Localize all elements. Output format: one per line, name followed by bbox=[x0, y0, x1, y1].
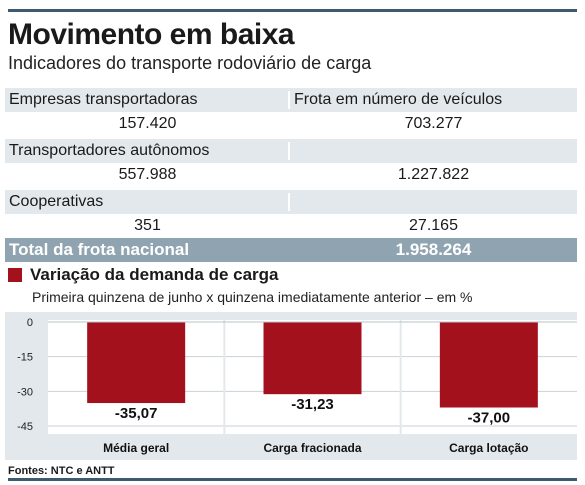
total-label: Total da frota nacional bbox=[9, 240, 190, 259]
table-row-cooperativas: 351 27.165 bbox=[5, 214, 577, 238]
chart-title: Variação da demanda de carga bbox=[30, 265, 279, 284]
bottom-rule bbox=[8, 478, 577, 481]
autonomos-label: Transportadores autônomos bbox=[5, 142, 290, 160]
indicators-table: Empresas transportadoras Frota em número… bbox=[5, 88, 577, 262]
cooperativas-count: 351 bbox=[134, 217, 161, 234]
table-row-empresas: 157.420 703.277 bbox=[5, 112, 577, 136]
frota-header: Frota em número de veículos bbox=[294, 91, 503, 108]
table-label-row-autonomos: Transportadores autônomos bbox=[5, 139, 577, 163]
page-title: Movimento em baixa bbox=[8, 18, 295, 51]
empresas-label: Empresas transportadoras bbox=[5, 91, 290, 109]
table-header-row: Empresas transportadoras Frota em número… bbox=[5, 88, 577, 112]
cooperativas-frota: 27.165 bbox=[409, 217, 458, 234]
x-tick-label: Carga fracionada bbox=[263, 441, 361, 455]
empresas-count: 157.420 bbox=[118, 115, 177, 132]
table-row-autonomos: 557.988 1.227.822 bbox=[5, 163, 577, 187]
page-subtitle: Indicadores do transporte rodoviário de … bbox=[8, 53, 372, 73]
chart-subtitle: Primeira quinzena de junho x quinzena im… bbox=[32, 289, 473, 305]
bar-chart: 0 -15 -30 -45 -35,07 Média geral -31,23 Carga f… bbox=[17, 317, 577, 460]
empresas-frota: 703.277 bbox=[404, 115, 463, 132]
accent-square-icon bbox=[8, 268, 22, 282]
chart-section-title: Variação da demanda de carga bbox=[8, 265, 279, 285]
x-tick-label: Média geral bbox=[103, 441, 169, 455]
data-label: -31,23 bbox=[291, 396, 334, 413]
data-label: -37,00 bbox=[468, 410, 511, 427]
table-label-row-cooperativas: Cooperativas bbox=[5, 190, 577, 214]
y-tick-label: -15 bbox=[17, 352, 33, 364]
bar bbox=[439, 322, 538, 408]
data-label: -35,07 bbox=[115, 405, 158, 422]
y-tick-label: -45 bbox=[17, 421, 33, 433]
y-tick-label: -30 bbox=[17, 386, 33, 398]
top-rule bbox=[8, 9, 577, 12]
y-tick-label: 0 bbox=[27, 317, 33, 329]
source-note: Fontes: NTC e ANTT bbox=[8, 465, 115, 477]
cooperativas-label: Cooperativas bbox=[5, 193, 290, 211]
autonomos-count: 557.988 bbox=[118, 166, 177, 183]
chart-panel: 0 -15 -30 -45 -35,07 Média geral -31,23 Carga f… bbox=[5, 312, 577, 460]
x-tick-label: Carga lotação bbox=[449, 441, 528, 455]
bar bbox=[87, 322, 186, 404]
table-row-total: Total da frota nacional 1.958.264 bbox=[5, 238, 577, 262]
autonomos-frota: 1.227.822 bbox=[397, 166, 470, 183]
total-value: 1.958.264 bbox=[395, 240, 472, 259]
bar bbox=[263, 322, 362, 395]
